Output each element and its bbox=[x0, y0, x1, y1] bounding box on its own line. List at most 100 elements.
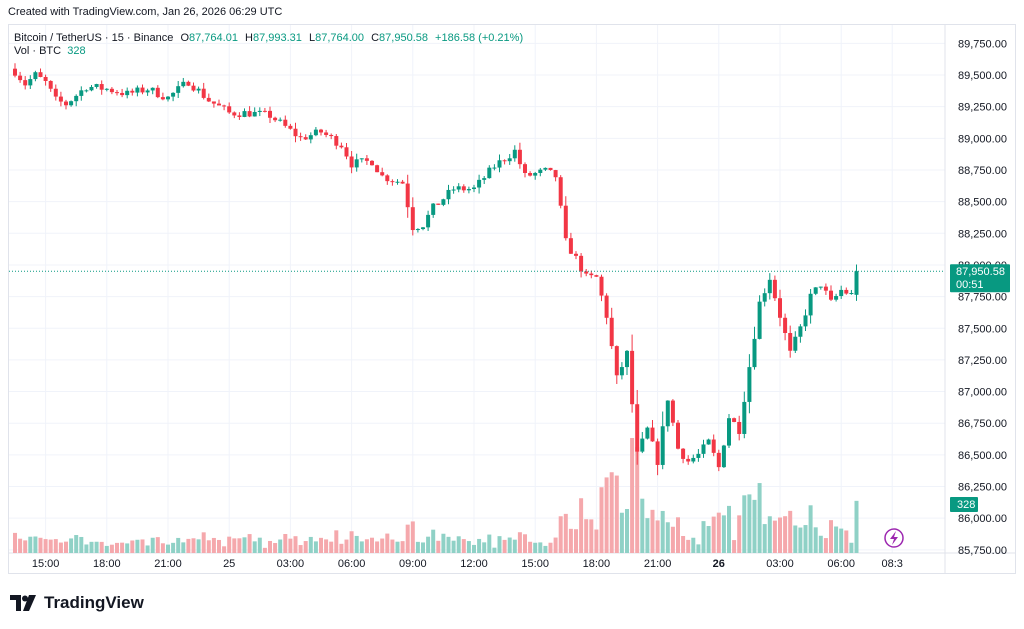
volume-bar bbox=[395, 541, 400, 553]
candle-body bbox=[451, 189, 456, 191]
volume-bar bbox=[538, 542, 543, 553]
volume-bar bbox=[747, 494, 752, 553]
volume-bar bbox=[599, 487, 604, 553]
price-tick-label: 89,750.00 bbox=[958, 38, 1007, 50]
volume-bar bbox=[58, 542, 63, 553]
candle-body bbox=[767, 279, 772, 294]
candle-body bbox=[421, 227, 425, 230]
candle-body bbox=[466, 189, 471, 191]
candle-body bbox=[772, 279, 777, 299]
volume-bar bbox=[778, 517, 782, 553]
volume-bar bbox=[74, 535, 79, 553]
candle-body bbox=[227, 106, 232, 113]
volume-bar bbox=[436, 540, 441, 553]
volume-bar bbox=[574, 529, 578, 553]
candle-body bbox=[38, 72, 43, 77]
price-tick-label: 89,500.00 bbox=[958, 70, 1007, 82]
volume-bar bbox=[140, 539, 145, 553]
price-tick-label: 86,750.00 bbox=[958, 418, 1007, 430]
volume-bar bbox=[696, 544, 701, 553]
candle-body bbox=[186, 81, 191, 86]
candle-body bbox=[18, 75, 23, 81]
candle-body bbox=[104, 88, 109, 90]
candle-body bbox=[405, 183, 410, 208]
candle-body bbox=[497, 160, 502, 168]
volume-bar bbox=[737, 515, 742, 553]
candle-body bbox=[242, 111, 247, 117]
candle-body bbox=[237, 115, 242, 117]
volume-bar bbox=[125, 543, 130, 553]
volume-bar bbox=[247, 534, 252, 553]
volume-bar bbox=[568, 528, 573, 553]
volume-bar bbox=[691, 537, 696, 553]
volume-bar bbox=[823, 538, 828, 553]
volume-bar bbox=[400, 541, 405, 553]
volume-bar bbox=[706, 526, 711, 553]
volume-bar bbox=[115, 542, 119, 553]
tradingview-brand[interactable]: TradingView bbox=[10, 593, 144, 613]
volume-bar bbox=[757, 483, 762, 553]
candle-body bbox=[778, 298, 782, 318]
candle-body bbox=[273, 117, 278, 121]
volume-bar bbox=[528, 541, 533, 553]
candle-body bbox=[829, 290, 833, 300]
volume-bar bbox=[130, 540, 135, 553]
candle-body bbox=[125, 90, 130, 96]
volume-bar bbox=[217, 539, 221, 553]
volume-bar bbox=[854, 500, 859, 553]
candle-body bbox=[426, 214, 431, 228]
volume-bar bbox=[303, 541, 308, 553]
candle-body bbox=[155, 87, 160, 98]
candle-body bbox=[120, 92, 125, 96]
volume-bar bbox=[380, 538, 385, 553]
volume-bar bbox=[359, 541, 364, 553]
candle-body bbox=[482, 178, 487, 180]
volume-bar bbox=[660, 510, 665, 553]
volume-bar bbox=[171, 542, 176, 553]
candle-body bbox=[742, 401, 747, 434]
volume-legend: Vol · BTC 328 bbox=[14, 45, 86, 57]
high-label: H bbox=[245, 32, 253, 44]
volume-bar bbox=[257, 537, 262, 553]
candle-body bbox=[415, 229, 420, 231]
volume-bar bbox=[579, 498, 584, 553]
volume-bar bbox=[844, 530, 849, 553]
time-tick-label: 03:00 bbox=[277, 558, 305, 570]
candle-body bbox=[670, 400, 675, 423]
candle-body bbox=[599, 276, 604, 296]
volume-bar bbox=[278, 539, 283, 553]
volume-bar bbox=[84, 544, 89, 553]
volume-bar bbox=[762, 524, 767, 553]
volume-bar bbox=[206, 540, 211, 553]
candle-body bbox=[145, 90, 150, 93]
volume-bar bbox=[324, 539, 329, 553]
candle-body bbox=[48, 80, 53, 89]
time-tick-label: 08:3 bbox=[881, 558, 902, 570]
volume-bar bbox=[533, 542, 538, 553]
volume-bar bbox=[558, 516, 563, 553]
candle-body bbox=[298, 136, 303, 138]
candle-body bbox=[849, 293, 854, 295]
volume-bar bbox=[104, 545, 109, 553]
volume-bar bbox=[793, 525, 798, 553]
candle-body bbox=[278, 119, 283, 121]
candle-body bbox=[645, 427, 650, 439]
volume-label[interactable]: Vol · BTC bbox=[14, 45, 62, 57]
candle-body bbox=[721, 445, 726, 468]
candle-body bbox=[293, 128, 298, 137]
candle-body bbox=[344, 147, 349, 157]
candle-body bbox=[589, 273, 594, 276]
symbol-title[interactable]: Bitcoin / TetherUS · 15 · Binance bbox=[14, 32, 174, 44]
volume-bar bbox=[431, 529, 436, 553]
volume-bar bbox=[650, 509, 655, 553]
candle-body bbox=[548, 167, 553, 171]
volume-bar bbox=[48, 539, 53, 553]
candle-body bbox=[222, 105, 227, 107]
candle-body bbox=[630, 350, 635, 405]
candle-body bbox=[211, 101, 216, 104]
volume-bar bbox=[543, 545, 548, 553]
candle-body bbox=[665, 400, 670, 427]
volume-bar bbox=[849, 542, 854, 553]
volume-bar bbox=[808, 505, 813, 553]
